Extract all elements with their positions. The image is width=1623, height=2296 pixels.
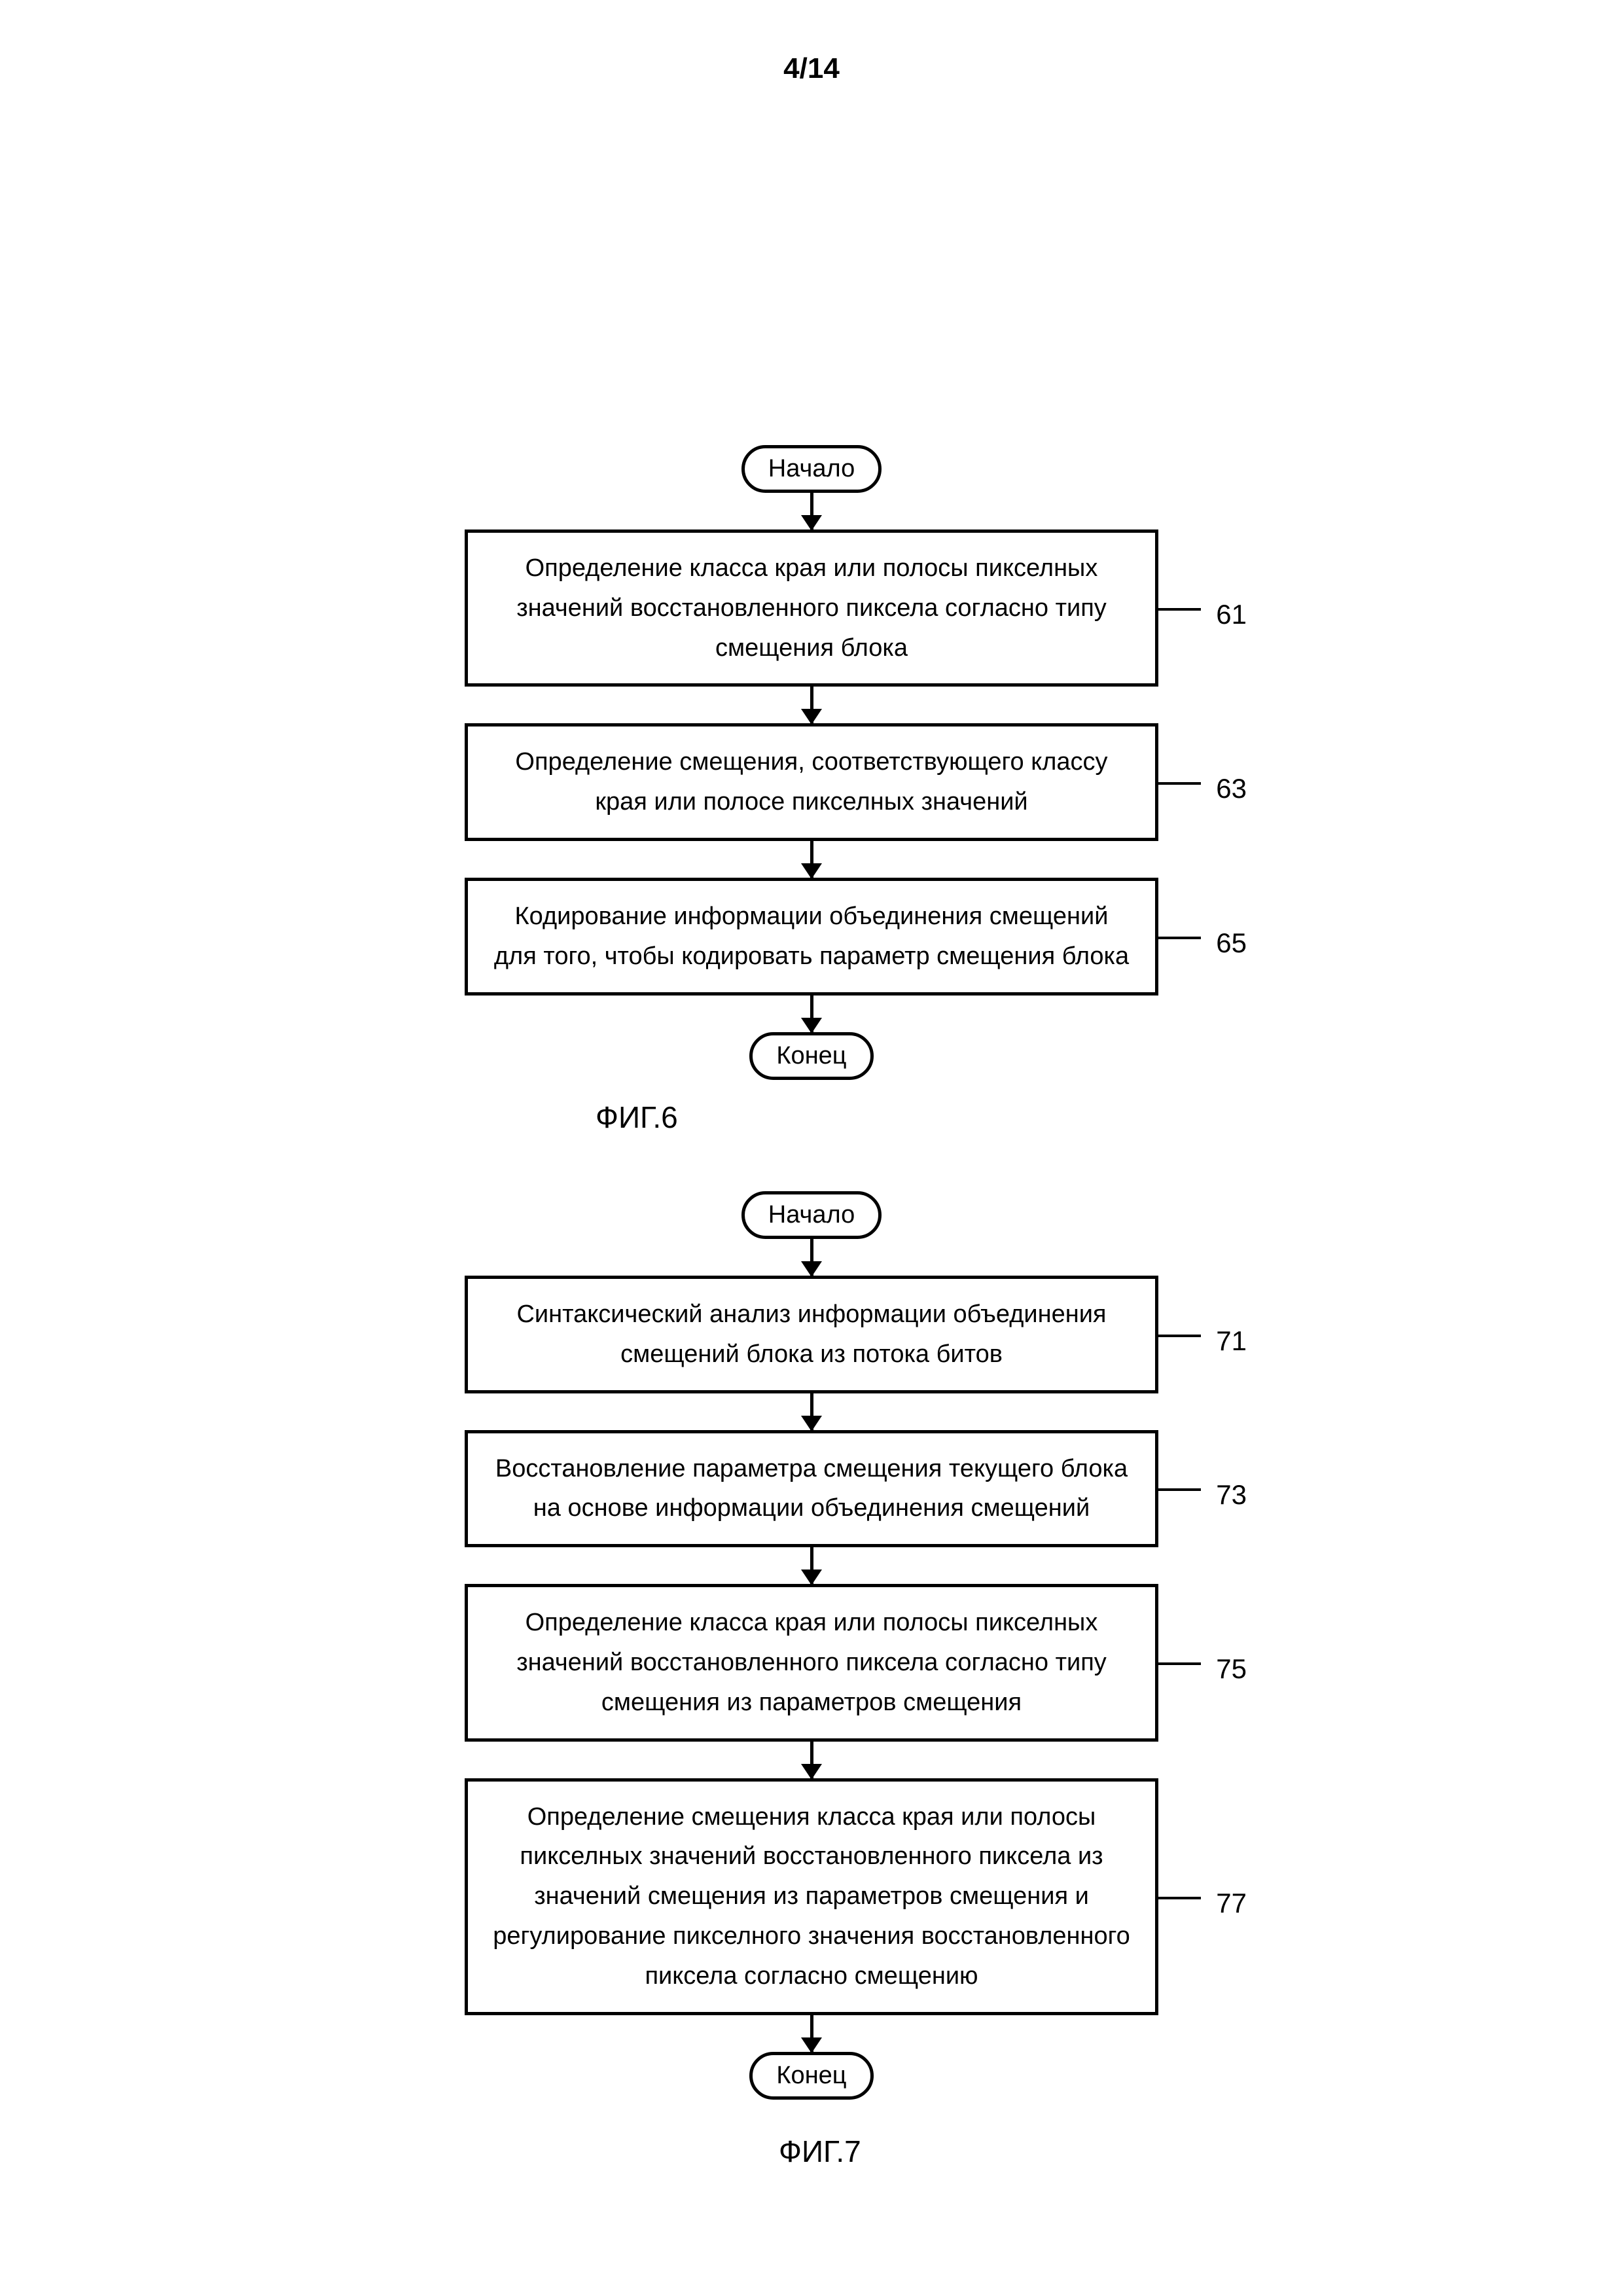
ref-label: 61 <box>1216 592 1247 636</box>
ref-connector <box>1155 1335 1201 1337</box>
process-step: Определение смещения, соответствующего к… <box>465 723 1158 841</box>
ref-connector <box>1155 1897 1201 1899</box>
page: 4/14 Начало Определение класса края или п… <box>0 0 1623 2296</box>
arrow-down-icon <box>810 687 813 723</box>
terminator-end: Конец <box>749 2052 873 2100</box>
process-step: Определение смещения класса края или пол… <box>465 1778 1158 2015</box>
ref-label: 73 <box>1216 1473 1247 1516</box>
figure-caption-7: ФИГ.7 <box>779 2134 861 2169</box>
arrow-down-icon <box>810 841 813 878</box>
process-step: Восстановление параметра смещения текуще… <box>465 1430 1158 1548</box>
arrow-down-icon <box>810 2015 813 2052</box>
arrow-down-icon <box>810 1742 813 1778</box>
ref-connector <box>1155 937 1201 939</box>
ref-label: 65 <box>1216 921 1247 965</box>
ref-label: 77 <box>1216 1881 1247 1925</box>
ref-connector <box>1155 1662 1201 1665</box>
ref-connector <box>1155 782 1201 785</box>
process-step: Определение класса края или полосы пиксе… <box>465 529 1158 687</box>
ref-label: 75 <box>1216 1647 1247 1691</box>
process-step: Кодирование информации объединения смеще… <box>465 878 1158 996</box>
process-step: Определение класса края или полосы пиксе… <box>465 1584 1158 1741</box>
ref-connector <box>1155 608 1201 611</box>
ref-connector <box>1155 1488 1201 1491</box>
ref-label: 63 <box>1216 766 1247 810</box>
terminator-start: Начало <box>741 1191 882 1239</box>
ref-label: 71 <box>1216 1319 1247 1363</box>
arrow-down-icon <box>810 1239 813 1276</box>
flowchart-fig6: Начало Определение класса края или полосы… <box>465 445 1158 1080</box>
arrow-down-icon <box>810 1547 813 1584</box>
arrow-down-icon <box>810 493 813 529</box>
terminator-end: Конец <box>749 1032 873 1080</box>
arrow-down-icon <box>810 996 813 1032</box>
flowchart-fig7: Начало Синтаксический анализ информации о… <box>465 1191 1158 2100</box>
arrow-down-icon <box>810 1393 813 1430</box>
process-step: Синтаксический анализ информации объедин… <box>465 1276 1158 1393</box>
figure-caption-6: ФИГ.6 <box>596 1100 678 1135</box>
terminator-start: Начало <box>741 445 882 493</box>
page-number: 4/14 <box>783 52 840 85</box>
